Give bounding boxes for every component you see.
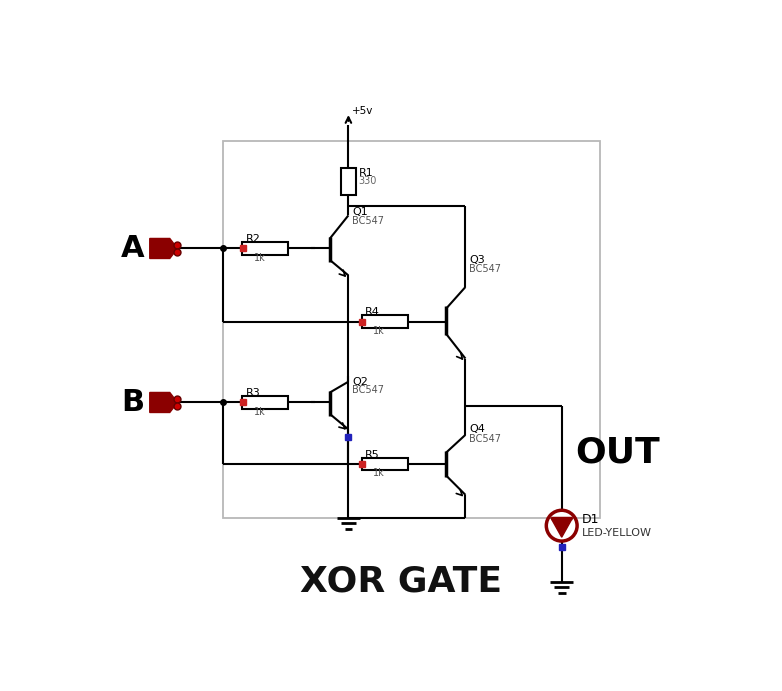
Text: BC547: BC547 (469, 264, 501, 274)
Text: A: A (121, 234, 145, 263)
Text: D1: D1 (582, 513, 599, 526)
Text: B: B (121, 388, 145, 417)
Text: 1k: 1k (373, 326, 385, 336)
Text: OUT: OUT (576, 435, 660, 469)
Text: 1k: 1k (373, 468, 385, 478)
Polygon shape (551, 518, 572, 537)
Bar (361, 458, 407, 471)
Bar (242, 397, 289, 408)
Text: BC547: BC547 (352, 216, 384, 226)
Text: 1: 1 (155, 241, 165, 256)
Text: R5: R5 (365, 450, 380, 460)
Text: 330: 330 (358, 176, 377, 187)
Text: XOR GATE: XOR GATE (300, 565, 502, 599)
Polygon shape (150, 238, 178, 258)
Bar (223, 141, 601, 518)
Text: Q1: Q1 (352, 207, 368, 217)
Text: Q4: Q4 (469, 424, 485, 435)
Bar (242, 243, 289, 254)
Text: 1: 1 (155, 395, 165, 410)
Text: 1k: 1k (253, 407, 265, 417)
Text: R1: R1 (358, 168, 373, 178)
Text: R4: R4 (365, 307, 380, 317)
Text: Q3: Q3 (469, 255, 485, 265)
Text: BC547: BC547 (469, 434, 501, 444)
Polygon shape (150, 392, 178, 413)
Text: 1k: 1k (253, 253, 265, 263)
Text: BC547: BC547 (352, 385, 384, 395)
Text: +5v: +5v (352, 106, 374, 115)
Text: Q2: Q2 (352, 377, 368, 387)
Text: R2: R2 (246, 234, 261, 244)
Text: LED-YELLOW: LED-YELLOW (582, 528, 651, 538)
Text: R3: R3 (246, 388, 260, 398)
Bar (361, 316, 407, 328)
Bar (341, 168, 356, 195)
